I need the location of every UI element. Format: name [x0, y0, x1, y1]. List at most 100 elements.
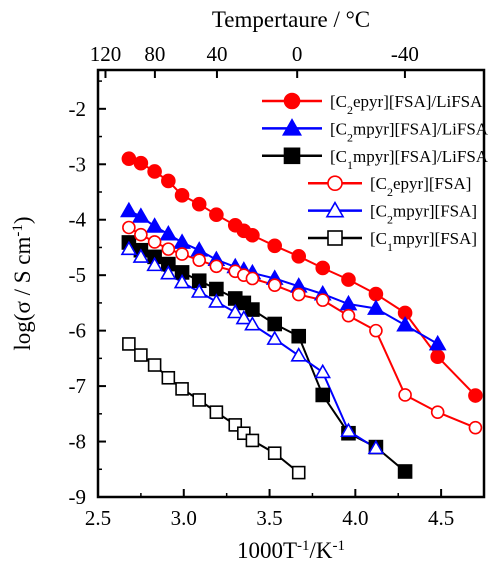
- data-point: [147, 164, 162, 179]
- data-point: [245, 433, 260, 448]
- series-markers: [120, 151, 483, 480]
- legend-label: [C1mpyr][FSA]: [370, 229, 477, 254]
- data-point: [132, 207, 150, 223]
- data-point: [290, 347, 307, 362]
- y-tick-label: -4: [69, 208, 87, 232]
- legend-entry: [C1mpyr][FSA]: [308, 229, 477, 254]
- data-point: [369, 323, 383, 338]
- data-point: [191, 196, 207, 212]
- data-point: [315, 387, 331, 403]
- data-point: [120, 240, 138, 256]
- y-tick-label: -3: [69, 152, 87, 176]
- data-point: [120, 201, 138, 218]
- data-point: [245, 227, 260, 243]
- x-tick-label: 2.5: [85, 506, 111, 530]
- data-point: [209, 207, 224, 223]
- legend-marker: [281, 118, 303, 136]
- data-point: [226, 303, 244, 319]
- data-point: [192, 253, 207, 268]
- data-point: [341, 272, 356, 287]
- legend-marker: [283, 92, 301, 110]
- data-point: [245, 302, 260, 317]
- data-point: [430, 349, 445, 365]
- data-point: [160, 265, 177, 280]
- data-point: [291, 287, 306, 302]
- axes: 2.5 3.0 3.5 4.0 4.5 -9 -8 -7 -6 -5 -4 -3 -2 120 80 40 0 -…: [69, 42, 455, 530]
- top-tick-label: 40: [206, 42, 227, 66]
- data-point: [209, 405, 224, 419]
- y-tick-label: -2: [69, 97, 87, 121]
- data-point: [314, 363, 332, 379]
- data-point: [161, 370, 176, 385]
- y-axis-title: log(σ / S cm-1): [10, 216, 35, 350]
- data-point: [291, 249, 307, 264]
- data-point: [133, 155, 149, 171]
- y-tick-label: -5: [69, 263, 87, 287]
- data-point: [175, 382, 189, 396]
- top-axis-title: Tempertaure / °C: [212, 7, 370, 32]
- data-point: [267, 316, 283, 332]
- data-point: [428, 334, 447, 351]
- y-tick-label: -7: [69, 374, 87, 398]
- data-point: [315, 260, 331, 276]
- x-tick-label: 3.5: [256, 506, 282, 530]
- data-point: [209, 259, 224, 274]
- top-tick-label: -40: [391, 42, 419, 66]
- data-point: [121, 151, 137, 167]
- data-point: [122, 337, 136, 351]
- data-point: [430, 405, 445, 419]
- plot-frame: [96, 68, 486, 499]
- top-tick-label: 120: [90, 42, 122, 66]
- data-point: [173, 233, 191, 249]
- data-point: [174, 188, 190, 203]
- data-point: [397, 464, 413, 479]
- data-point: [134, 227, 148, 242]
- legend-entry: [C2mpyr][FSA]: [308, 200, 477, 227]
- legend-label: [C1mpyr][FSA]/LiFSA: [330, 147, 489, 172]
- data-point: [341, 308, 356, 323]
- legend-label: [C2mpyr][FSA]/LiFSA: [330, 119, 489, 144]
- data-point: [145, 217, 164, 233]
- data-point: [367, 439, 385, 455]
- top-tick-label: 0: [292, 42, 303, 66]
- legend-label: [C2epyr][FSA]: [370, 174, 471, 199]
- y-tick-label: -9: [69, 485, 87, 509]
- data-point: [468, 420, 483, 435]
- data-point: [396, 316, 414, 332]
- data-point: [175, 247, 189, 261]
- data-point: [368, 286, 384, 302]
- y-tick-label: -8: [69, 430, 87, 454]
- legend-marker: [325, 200, 345, 218]
- y-tick-label: -6: [69, 319, 87, 343]
- data-point: [190, 283, 208, 298]
- data-point: [161, 242, 176, 256]
- legend-label: [C2mpyr][FSA]: [370, 202, 477, 227]
- legend-marker: [327, 175, 343, 191]
- x-axis-title: 1000T-1/K-1: [237, 538, 345, 563]
- legend: [C2epyr][FSA]/LiFSA[C2mpyr][FSA]/LiFSA [C…: [262, 92, 489, 254]
- data-point: [173, 273, 191, 289]
- data-point: [291, 465, 306, 480]
- data-point: [208, 293, 225, 308]
- legend-entry: [C2epyr][FSA]/LiFSA: [262, 92, 483, 117]
- data-point: [339, 294, 358, 311]
- data-point: [244, 316, 261, 331]
- data-point: [267, 278, 282, 292]
- data-point: [159, 225, 178, 241]
- data-point: [146, 256, 163, 272]
- legend-entry: [C2epyr][FSA]: [308, 174, 471, 199]
- data-point: [367, 299, 385, 315]
- data-point: [468, 388, 483, 403]
- data-point: [266, 330, 283, 345]
- data-point: [267, 446, 282, 460]
- data-point: [291, 328, 307, 344]
- data-point: [147, 235, 162, 249]
- data-point: [340, 422, 357, 437]
- data-point: [267, 238, 283, 254]
- top-tick-label: 80: [144, 42, 165, 66]
- data-point: [122, 220, 136, 235]
- x-tick-label: 4.0: [342, 506, 368, 530]
- x-tick-label: 4.5: [428, 506, 454, 530]
- legend-entry: [C2mpyr][FSA]/LiFSA: [262, 118, 489, 144]
